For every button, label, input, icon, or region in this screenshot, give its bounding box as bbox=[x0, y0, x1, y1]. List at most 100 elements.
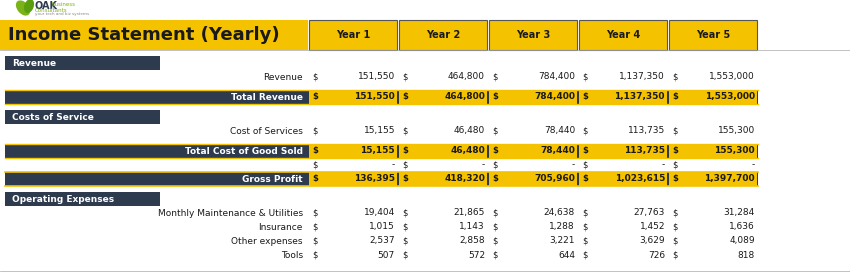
Text: $: $ bbox=[312, 222, 317, 231]
FancyBboxPatch shape bbox=[399, 172, 487, 186]
Text: 1,015: 1,015 bbox=[369, 222, 395, 231]
FancyBboxPatch shape bbox=[5, 192, 160, 206]
Text: $: $ bbox=[582, 209, 587, 218]
Text: $: $ bbox=[312, 209, 317, 218]
Text: Costs of Service: Costs of Service bbox=[12, 113, 94, 122]
Text: $: $ bbox=[582, 160, 587, 169]
Text: 1,288: 1,288 bbox=[549, 222, 575, 231]
FancyBboxPatch shape bbox=[5, 144, 758, 158]
Text: 1,397,700: 1,397,700 bbox=[705, 175, 755, 184]
Text: 572: 572 bbox=[468, 251, 485, 259]
Text: Year 2: Year 2 bbox=[426, 30, 460, 40]
Text: 78,440: 78,440 bbox=[540, 147, 575, 156]
Text: 113,735: 113,735 bbox=[624, 147, 665, 156]
Text: 2,858: 2,858 bbox=[459, 236, 485, 246]
Text: 464,800: 464,800 bbox=[448, 73, 485, 82]
Text: $: $ bbox=[402, 251, 407, 259]
Text: $: $ bbox=[402, 92, 408, 101]
Text: 1,137,350: 1,137,350 bbox=[620, 73, 665, 82]
Text: $: $ bbox=[312, 73, 317, 82]
Text: -: - bbox=[392, 160, 395, 169]
Text: 78,440: 78,440 bbox=[544, 126, 575, 135]
Text: $: $ bbox=[582, 175, 588, 184]
Text: 21,865: 21,865 bbox=[454, 209, 485, 218]
Text: 1,636: 1,636 bbox=[729, 222, 755, 231]
Text: Insurance: Insurance bbox=[258, 222, 303, 231]
Text: Monthly Maintenance & Utilities: Monthly Maintenance & Utilities bbox=[158, 209, 303, 218]
Text: 3,629: 3,629 bbox=[639, 236, 665, 246]
Text: $: $ bbox=[582, 251, 587, 259]
FancyBboxPatch shape bbox=[5, 56, 160, 70]
Text: 2,537: 2,537 bbox=[370, 236, 395, 246]
Text: -: - bbox=[572, 160, 575, 169]
Text: 784,400: 784,400 bbox=[534, 92, 575, 101]
FancyBboxPatch shape bbox=[669, 90, 757, 104]
Text: Year 3: Year 3 bbox=[516, 30, 550, 40]
Text: business: business bbox=[52, 2, 76, 7]
FancyBboxPatch shape bbox=[489, 20, 577, 50]
Text: $: $ bbox=[492, 92, 498, 101]
Text: 784,400: 784,400 bbox=[538, 73, 575, 82]
FancyBboxPatch shape bbox=[669, 172, 757, 186]
Text: -: - bbox=[662, 160, 665, 169]
Text: 1,023,615: 1,023,615 bbox=[615, 175, 665, 184]
Text: $: $ bbox=[672, 222, 677, 231]
Text: $: $ bbox=[312, 175, 318, 184]
Text: $: $ bbox=[672, 92, 677, 101]
Text: $: $ bbox=[492, 222, 497, 231]
Text: 464,800: 464,800 bbox=[444, 92, 485, 101]
Text: $: $ bbox=[312, 160, 317, 169]
Text: Operating Expenses: Operating Expenses bbox=[12, 194, 114, 203]
Text: 1,452: 1,452 bbox=[639, 222, 665, 231]
Text: Gross Profit: Gross Profit bbox=[242, 175, 303, 184]
Ellipse shape bbox=[25, 0, 33, 12]
FancyBboxPatch shape bbox=[489, 172, 577, 186]
FancyBboxPatch shape bbox=[399, 90, 487, 104]
FancyBboxPatch shape bbox=[399, 20, 487, 50]
FancyBboxPatch shape bbox=[579, 20, 667, 50]
Text: 31,284: 31,284 bbox=[723, 209, 755, 218]
Text: 705,960: 705,960 bbox=[534, 175, 575, 184]
Text: Year 1: Year 1 bbox=[336, 30, 370, 40]
Text: $: $ bbox=[582, 222, 587, 231]
Text: 15,155: 15,155 bbox=[360, 147, 395, 156]
Text: -: - bbox=[751, 160, 755, 169]
Text: $: $ bbox=[492, 209, 497, 218]
Text: $: $ bbox=[402, 175, 408, 184]
Text: $: $ bbox=[312, 92, 318, 101]
Text: 155,300: 155,300 bbox=[717, 126, 755, 135]
Text: $: $ bbox=[582, 126, 587, 135]
Text: $: $ bbox=[402, 126, 407, 135]
Text: 726: 726 bbox=[648, 251, 665, 259]
Text: $: $ bbox=[312, 126, 317, 135]
Text: Total Cost of Good Sold: Total Cost of Good Sold bbox=[185, 147, 303, 156]
Text: Year 5: Year 5 bbox=[696, 30, 730, 40]
Text: $: $ bbox=[672, 175, 677, 184]
Text: $: $ bbox=[492, 160, 497, 169]
Text: Consultants: Consultants bbox=[35, 8, 68, 13]
Text: 1,137,350: 1,137,350 bbox=[615, 92, 665, 101]
FancyBboxPatch shape bbox=[579, 172, 667, 186]
FancyBboxPatch shape bbox=[309, 172, 397, 186]
Text: $: $ bbox=[312, 236, 317, 246]
Text: $: $ bbox=[402, 147, 408, 156]
Text: $: $ bbox=[672, 126, 677, 135]
Text: $: $ bbox=[582, 92, 588, 101]
Text: $: $ bbox=[672, 209, 677, 218]
Text: 19,404: 19,404 bbox=[364, 209, 395, 218]
FancyBboxPatch shape bbox=[669, 20, 757, 50]
Text: 113,735: 113,735 bbox=[628, 126, 665, 135]
Text: $: $ bbox=[492, 236, 497, 246]
Text: Revenue: Revenue bbox=[264, 73, 303, 82]
Text: $: $ bbox=[582, 73, 587, 82]
Text: Other expenses: Other expenses bbox=[231, 236, 303, 246]
Text: $: $ bbox=[672, 160, 677, 169]
Text: 151,550: 151,550 bbox=[354, 92, 395, 101]
Text: 46,480: 46,480 bbox=[454, 126, 485, 135]
Ellipse shape bbox=[17, 1, 30, 15]
FancyBboxPatch shape bbox=[0, 20, 308, 50]
FancyBboxPatch shape bbox=[669, 144, 757, 158]
Text: 4,089: 4,089 bbox=[729, 236, 755, 246]
Text: 136,395: 136,395 bbox=[354, 175, 395, 184]
FancyBboxPatch shape bbox=[579, 144, 667, 158]
